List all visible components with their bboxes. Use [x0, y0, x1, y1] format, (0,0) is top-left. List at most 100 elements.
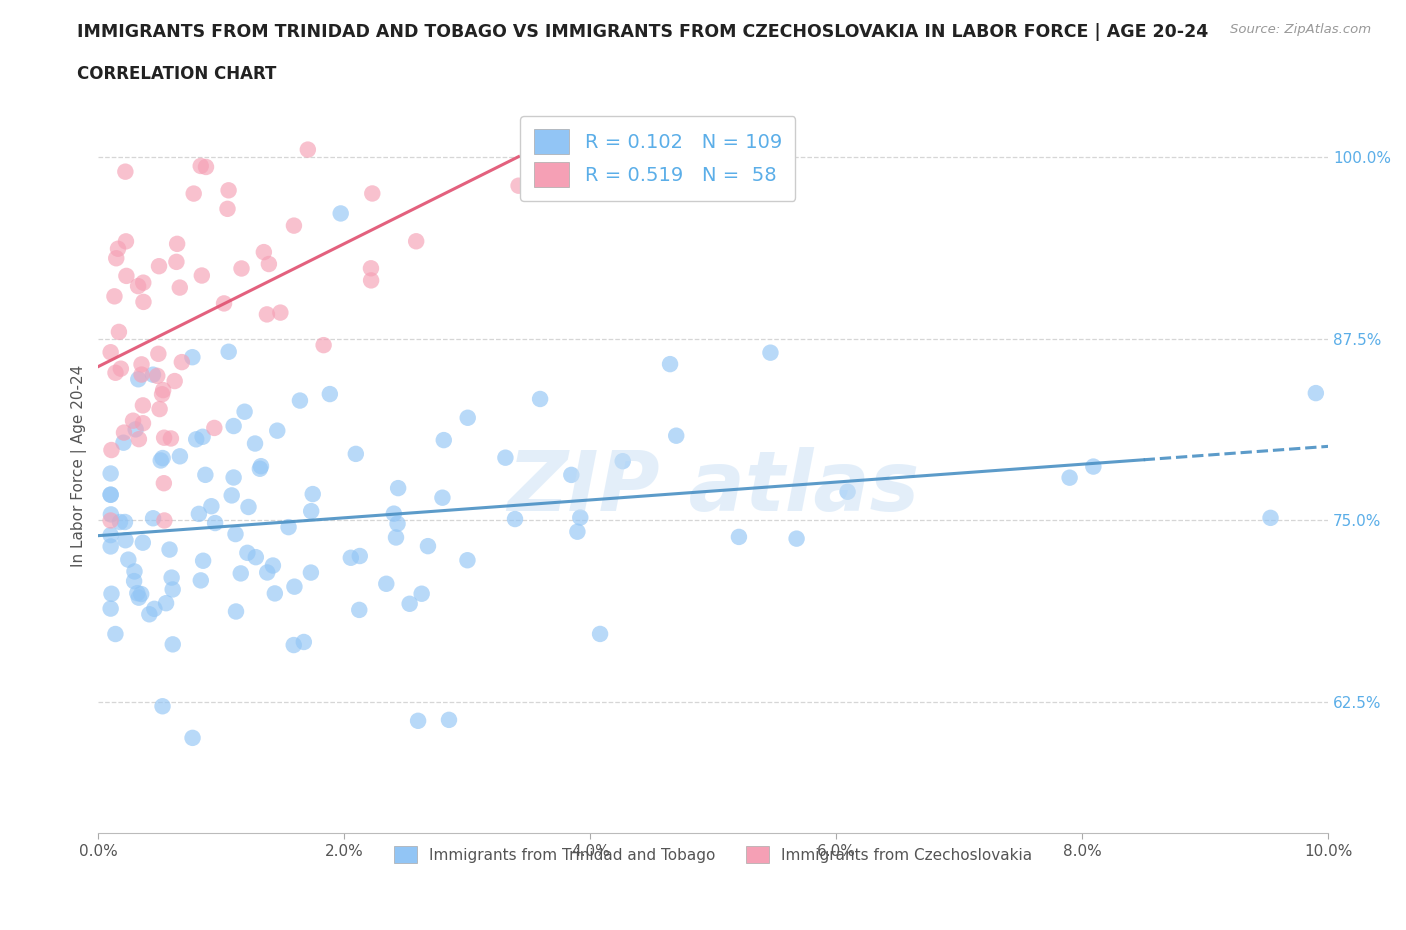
Point — [233, 405, 256, 419]
Point — [288, 393, 311, 408]
Point — [104, 365, 127, 380]
Point — [190, 573, 212, 588]
Point — [411, 586, 433, 601]
Point — [115, 234, 138, 249]
Point — [212, 296, 235, 311]
Point — [152, 382, 174, 397]
Text: ZIP atlas: ZIP atlas — [508, 447, 920, 528]
Point — [143, 602, 166, 617]
Point — [108, 325, 131, 339]
Point — [456, 552, 478, 567]
Point — [245, 550, 267, 565]
Point — [1260, 511, 1282, 525]
Point — [560, 468, 582, 483]
Point — [360, 272, 382, 287]
Point — [159, 542, 181, 557]
Point — [100, 466, 122, 481]
Point — [222, 470, 245, 485]
Point — [191, 553, 214, 568]
Point — [124, 564, 146, 578]
Point — [319, 387, 342, 402]
Point — [301, 486, 323, 501]
Legend: Immigrants from Trinidad and Tobago, Immigrants from Czechoslovakia: Immigrants from Trinidad and Tobago, Imm… — [388, 840, 1039, 870]
Point — [153, 476, 176, 491]
Point — [169, 280, 191, 295]
Point — [149, 453, 172, 468]
Point — [128, 432, 150, 446]
Point — [406, 713, 429, 728]
Point — [494, 450, 516, 465]
Point — [433, 432, 456, 447]
Point — [217, 202, 239, 217]
Point — [107, 241, 129, 256]
Point — [659, 357, 682, 372]
Point — [114, 165, 136, 179]
Point — [132, 295, 155, 310]
Point — [405, 233, 427, 248]
Point — [155, 596, 177, 611]
Point — [181, 730, 204, 745]
Point — [1305, 386, 1327, 401]
Point — [108, 514, 131, 529]
Point — [122, 574, 145, 589]
Point — [375, 577, 398, 591]
Point — [329, 206, 352, 221]
Point — [432, 490, 454, 505]
Point — [250, 458, 273, 473]
Point — [256, 565, 278, 580]
Point — [162, 582, 184, 597]
Point — [129, 587, 152, 602]
Point — [398, 596, 420, 611]
Point — [269, 305, 291, 320]
Point — [759, 345, 782, 360]
Point — [170, 354, 193, 369]
Point — [162, 637, 184, 652]
Point — [236, 545, 259, 560]
Point — [181, 350, 204, 365]
Point — [299, 504, 322, 519]
Point — [612, 454, 634, 469]
Point — [100, 443, 122, 458]
Point — [132, 416, 155, 431]
Point — [340, 551, 363, 565]
Point — [132, 275, 155, 290]
Point — [349, 549, 371, 564]
Point — [349, 603, 371, 618]
Point — [191, 430, 214, 445]
Point — [283, 638, 305, 653]
Point — [567, 525, 589, 539]
Point — [416, 538, 439, 553]
Point — [457, 410, 479, 425]
Point — [115, 269, 138, 284]
Point — [100, 513, 122, 528]
Point — [100, 586, 122, 601]
Point — [127, 372, 149, 387]
Point — [277, 520, 299, 535]
Point — [114, 533, 136, 548]
Text: IMMIGRANTS FROM TRINIDAD AND TOBAGO VS IMMIGRANTS FROM CZECHOSLOVAKIA IN LABOR F: IMMIGRANTS FROM TRINIDAD AND TOBAGO VS I… — [77, 23, 1209, 41]
Point — [385, 530, 408, 545]
Point — [153, 431, 176, 445]
Point — [1083, 459, 1105, 474]
Point — [132, 536, 155, 551]
Point — [283, 219, 305, 233]
Point — [103, 289, 125, 304]
Point — [114, 514, 136, 529]
Point — [204, 515, 226, 530]
Point — [1059, 471, 1081, 485]
Point — [160, 570, 183, 585]
Point — [110, 361, 132, 376]
Point — [360, 260, 382, 275]
Point — [131, 357, 153, 372]
Point — [387, 481, 409, 496]
Point — [169, 449, 191, 464]
Point — [148, 346, 170, 361]
Point — [200, 498, 222, 513]
Point — [100, 527, 122, 542]
Point — [231, 261, 253, 276]
Point — [186, 432, 208, 446]
Point — [299, 565, 322, 580]
Point — [243, 436, 266, 451]
Text: CORRELATION CHART: CORRELATION CHART — [77, 65, 277, 83]
Point — [160, 431, 183, 445]
